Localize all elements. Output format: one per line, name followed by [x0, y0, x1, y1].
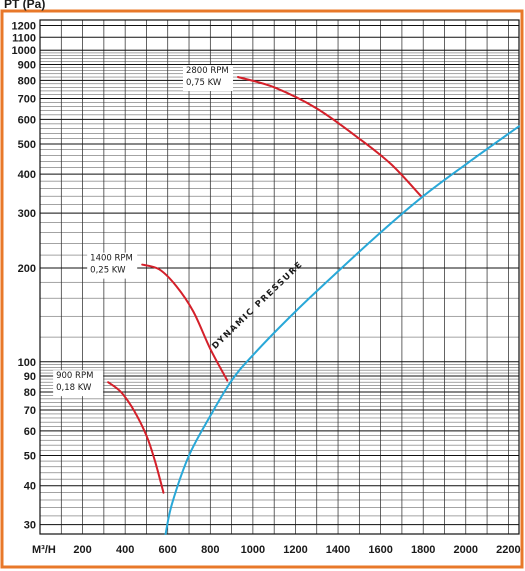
y-tick-label: 80 — [24, 387, 36, 399]
y-tick-label: 800 — [18, 75, 36, 87]
x-tick-label: 1200 — [283, 544, 307, 556]
annotation-text: 0,75 KW — [186, 78, 222, 88]
y-tick-label: 300 — [18, 208, 36, 220]
x-tick-label: 600 — [159, 544, 177, 556]
annotation-900-rpm: 900 RPM 0,18 KW — [53, 370, 103, 396]
y-tick-label: 30 — [24, 520, 36, 532]
annotation-text: 0,25 KW — [90, 266, 126, 276]
annotation-1400-rpm: 1400 RPM 0,25 KW — [87, 253, 137, 279]
x-tick-label: 200 — [73, 544, 91, 556]
annotation-text: 1400 RPM — [90, 254, 133, 264]
annotation-text: 0,18 KW — [56, 383, 92, 393]
x-tick-label: 800 — [201, 544, 219, 556]
data-series — [108, 77, 519, 534]
y-tick-label: 700 — [18, 93, 36, 105]
y-tick-label: 100 — [18, 357, 36, 369]
y-tick-label: 600 — [18, 114, 36, 126]
y-tick-label: 1200 — [12, 21, 36, 33]
annotation-text: 900 RPM — [56, 371, 93, 381]
y-tick-labels: 30 40 50 60 70 80 90 100 200 300 400 500 600 700 800 90… — [12, 21, 36, 532]
annotation-text: 2800 RPM — [186, 66, 229, 76]
annotation-2800-rpm: 2800 RPM 0,75 KW — [183, 65, 233, 91]
x-tick-labels: 200 400 600 800 1000 1200 1400 1600 1800 2000 2200 — [73, 544, 520, 556]
x-tick-label: 1600 — [368, 544, 392, 556]
x-tick-label: 400 — [116, 544, 134, 556]
x-tick-label: 2200 — [496, 544, 520, 556]
y-tick-label: 40 — [24, 481, 36, 493]
x-tick-label: 1400 — [326, 544, 350, 556]
y-tick-label: 400 — [18, 169, 36, 181]
annotation-dynamic-pressure: DYNAMIC PRESSURE — [210, 259, 305, 351]
y-tick-label: 1100 — [12, 32, 36, 44]
y-axis-label: PT (Pa) — [4, 0, 45, 11]
y-tick-label: 500 — [18, 139, 36, 151]
y-tick-label: 50 — [24, 451, 36, 463]
y-tick-label: 900 — [18, 59, 36, 71]
annotation-text: DYNAMIC PRESSURE — [210, 259, 305, 351]
series-line-2800-rpm — [238, 77, 421, 196]
y-tick-label: 90 — [24, 371, 36, 383]
x-tick-label: 2000 — [454, 544, 478, 556]
y-tick-label: 200 — [18, 263, 36, 275]
x-tick-label: 1800 — [411, 544, 435, 556]
y-tick-label: 70 — [24, 405, 36, 417]
y-tick-label: 60 — [24, 426, 36, 438]
y-tick-label: 1000 — [12, 45, 36, 57]
chart-frame — [2, 11, 522, 567]
x-tick-label: 1000 — [241, 544, 265, 556]
x-axis-label: M³/H — [32, 544, 56, 556]
